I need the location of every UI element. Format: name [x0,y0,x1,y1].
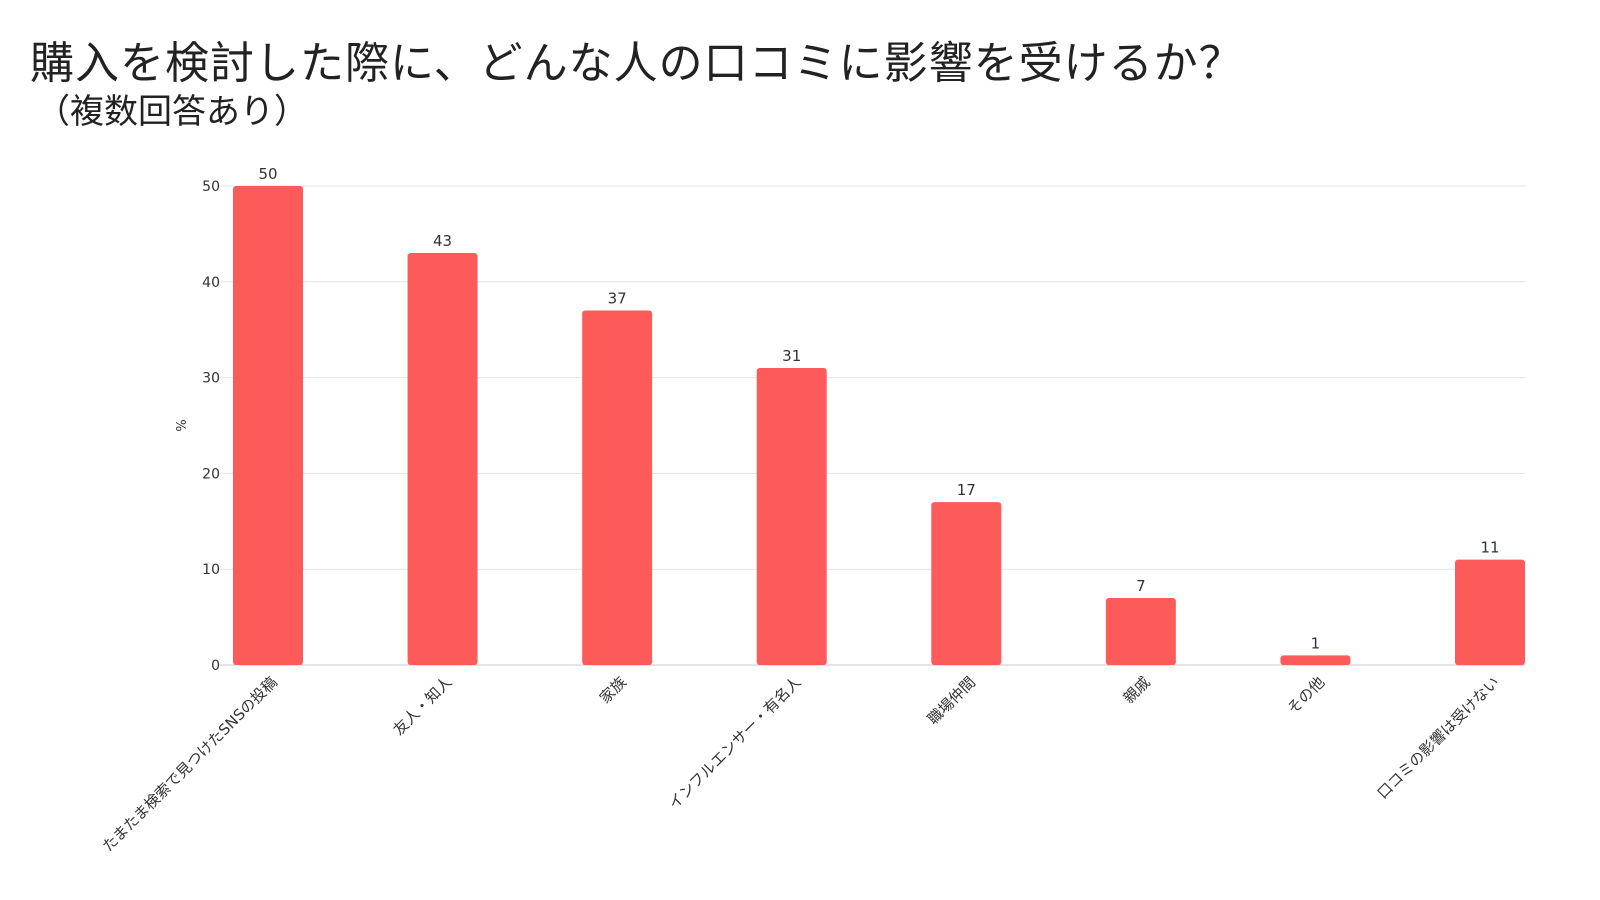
y-tick-label: 30 [202,371,220,387]
data-label: 17 [957,481,976,499]
y-axis: 0 10 20 30 40 50 [202,179,220,674]
data-label: 7 [1136,577,1146,595]
x-tick-label: その他 [1284,673,1329,718]
data-label: 50 [258,165,277,183]
y-axis-label: % [175,419,190,431]
x-tick-label: 親戚 [1120,673,1154,707]
data-label: 11 [1480,539,1499,557]
x-tick-label: インフルエンサー・有名人 [665,673,805,813]
x-tick-label: 友人・知人 [390,673,456,739]
chart-title: 購入を検討した際に、どんな人の口コミに影響を受けるか？ [30,38,1244,89]
chart-subtitle: （複数回答あり） [36,92,308,132]
y-tick-label: 0 [211,658,220,674]
bar [1105,597,1176,665]
x-tick-label: 家族 [596,673,630,707]
y-tick-label: 20 [202,466,220,482]
y-tick-label: 50 [202,179,220,195]
bar [756,368,827,665]
bars [233,186,1525,665]
x-tick-label: たまたま検索で見つけたSNSの投稿 [99,673,281,855]
bar [931,502,1002,665]
bar [233,186,303,665]
data-label: 1 [1311,634,1321,652]
bar [407,253,478,665]
data-label: 43 [433,232,452,250]
data-label: 31 [782,347,801,365]
data-label: 37 [608,290,627,308]
bar [1455,559,1525,665]
x-tick-label: 職場仲間 [924,673,979,728]
y-tick-label: 10 [202,562,220,578]
y-tick-label: 40 [202,275,220,291]
x-axis: たまたま検索で見つけたSNSの投稿 友人・知人 家族 インフルエンサー・有名人 職場仲間… [99,673,1503,855]
bar [1280,655,1351,665]
bar [582,310,653,665]
x-tick-label: 口コミの影響は受けない [1373,673,1502,802]
